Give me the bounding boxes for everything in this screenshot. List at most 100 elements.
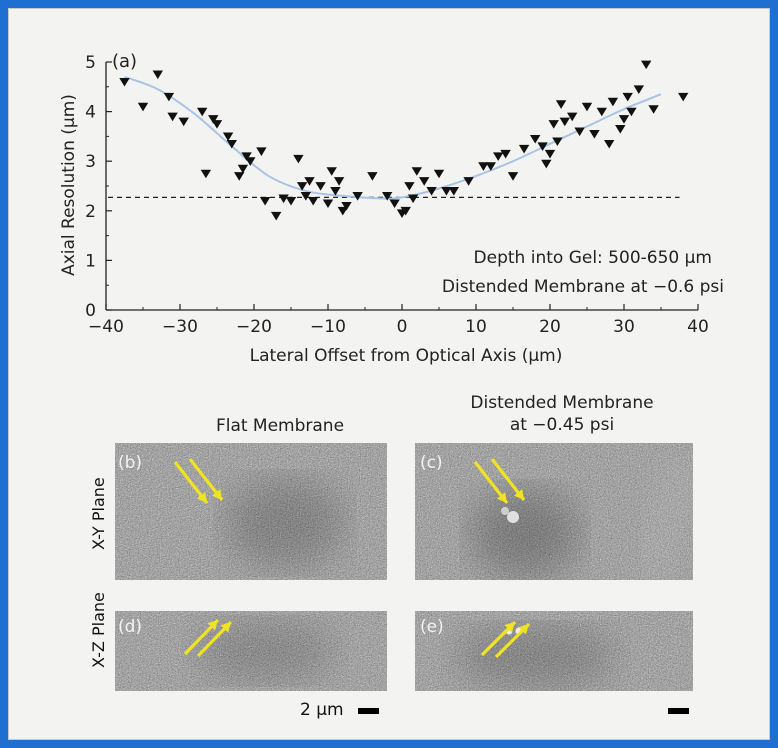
x-tick-label: 30 bbox=[613, 317, 635, 337]
x-tick-label: −20 bbox=[236, 317, 272, 337]
data-point bbox=[326, 167, 337, 176]
micrograph-c bbox=[415, 443, 693, 580]
data-point bbox=[622, 92, 633, 102]
data-point bbox=[330, 187, 341, 196]
data-point bbox=[419, 177, 430, 186]
data-point bbox=[211, 120, 223, 129]
data-point bbox=[641, 60, 652, 70]
data-point bbox=[300, 192, 311, 201]
col-title-flat: Flat Membrane bbox=[215, 416, 345, 436]
data-point bbox=[574, 127, 585, 137]
y-tick-label: 2 bbox=[85, 202, 96, 222]
data-point bbox=[537, 142, 548, 151]
data-point bbox=[245, 157, 256, 166]
data-point bbox=[367, 172, 378, 181]
data-point bbox=[337, 206, 348, 216]
data-point bbox=[241, 152, 252, 161]
data-point bbox=[544, 149, 556, 159]
data-point bbox=[478, 162, 489, 171]
data-point bbox=[518, 144, 530, 154]
data-point bbox=[589, 130, 600, 139]
data-point bbox=[382, 192, 393, 201]
axial-resolution-chart: −40 −30 −20 −10 0 10 20 30 40 0 1 2 3 4 5 (a) Depth in… bbox=[59, 51, 724, 366]
data-point bbox=[626, 107, 637, 117]
data-point bbox=[296, 182, 308, 191]
data-point bbox=[178, 117, 189, 127]
data-point bbox=[271, 211, 282, 221]
x-tick-label: 0 bbox=[397, 317, 408, 337]
data-point bbox=[315, 182, 326, 191]
data-point bbox=[400, 206, 411, 216]
data-point bbox=[352, 192, 363, 201]
data-point bbox=[530, 134, 541, 144]
y-tick-label: 4 bbox=[85, 103, 96, 123]
data-point bbox=[322, 199, 334, 209]
data-point bbox=[596, 107, 607, 117]
data-point bbox=[308, 196, 319, 206]
annotation-depth: Depth into Gel: 500-650 µm bbox=[474, 248, 712, 268]
data-point bbox=[333, 177, 345, 186]
scale-label: 2 µm bbox=[300, 700, 344, 720]
chart-axes: −40 −30 −20 −10 0 10 20 30 40 0 1 2 3 4 5 bbox=[85, 53, 709, 337]
annotation-membrane: Distended Membrane at −0.6 psi bbox=[442, 277, 724, 297]
data-point bbox=[493, 152, 504, 161]
data-point bbox=[256, 147, 267, 156]
data-point bbox=[500, 149, 511, 159]
panel-label-a: (a) bbox=[112, 51, 137, 72]
data-point bbox=[389, 199, 400, 209]
row-label-xy: X-Y Plane bbox=[89, 477, 108, 550]
micrograph-d bbox=[115, 611, 387, 691]
data-point bbox=[426, 187, 437, 196]
data-point bbox=[304, 177, 315, 186]
data-point bbox=[137, 102, 149, 112]
data-point bbox=[237, 164, 249, 174]
data-point bbox=[633, 85, 644, 94]
data-point bbox=[163, 92, 175, 102]
data-point bbox=[197, 107, 208, 117]
y-tick-label: 5 bbox=[85, 53, 96, 73]
data-point bbox=[411, 167, 422, 176]
data-point bbox=[222, 132, 234, 142]
data-point bbox=[404, 182, 415, 191]
data-point bbox=[433, 169, 445, 179]
data-point bbox=[567, 112, 578, 122]
data-point bbox=[259, 196, 271, 206]
micrograph-b bbox=[115, 443, 387, 580]
data-point bbox=[615, 125, 626, 134]
data-point bbox=[463, 177, 474, 186]
panel-letter-e: (e) bbox=[420, 617, 444, 637]
data-point bbox=[604, 139, 615, 149]
panel-letter-c: (c) bbox=[420, 453, 443, 473]
y-tick-label: 0 bbox=[85, 301, 96, 321]
x-axis-label: Lateral Offset from Optical Axis (µm) bbox=[250, 346, 563, 366]
data-point bbox=[607, 97, 619, 107]
data-point bbox=[278, 194, 289, 204]
data-point bbox=[448, 187, 459, 196]
data-point bbox=[226, 139, 237, 149]
panel-letter-b: (b) bbox=[118, 453, 143, 473]
data-point bbox=[119, 77, 130, 87]
data-point bbox=[548, 120, 559, 129]
data-point bbox=[234, 172, 245, 181]
x-tick-label: −10 bbox=[310, 317, 346, 337]
scale-bar-left bbox=[358, 708, 379, 714]
data-point bbox=[485, 162, 496, 171]
data-point bbox=[441, 187, 452, 196]
x-tick-label: 10 bbox=[465, 317, 487, 337]
data-point bbox=[581, 102, 593, 112]
x-tick-label: 40 bbox=[687, 317, 709, 337]
data-point bbox=[555, 100, 567, 109]
fit-curve bbox=[124, 75, 662, 200]
y-tick-label: 1 bbox=[85, 251, 96, 271]
data-point bbox=[552, 137, 563, 147]
data-point bbox=[341, 201, 352, 211]
y-axis-label: Axial Resolution (µm) bbox=[59, 94, 79, 276]
y-tick-label: 3 bbox=[85, 152, 96, 172]
x-tick-label: −30 bbox=[162, 317, 198, 337]
data-point bbox=[167, 112, 178, 122]
data-point bbox=[648, 105, 659, 114]
x-tick-label: 20 bbox=[539, 317, 561, 337]
data-point bbox=[200, 169, 212, 179]
data-point bbox=[507, 172, 519, 181]
